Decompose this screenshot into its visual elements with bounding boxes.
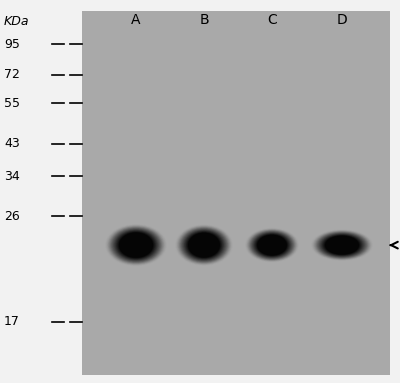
Ellipse shape	[245, 228, 299, 262]
Ellipse shape	[258, 237, 286, 253]
Ellipse shape	[179, 227, 229, 263]
Ellipse shape	[311, 229, 373, 261]
Ellipse shape	[175, 224, 233, 266]
Ellipse shape	[319, 233, 365, 257]
Ellipse shape	[320, 233, 364, 257]
Ellipse shape	[186, 231, 222, 259]
Ellipse shape	[118, 232, 154, 259]
Ellipse shape	[246, 228, 298, 262]
Text: 34: 34	[4, 170, 20, 183]
Ellipse shape	[312, 230, 372, 260]
FancyBboxPatch shape	[390, 0, 400, 383]
Ellipse shape	[248, 230, 296, 260]
Ellipse shape	[247, 229, 297, 261]
Ellipse shape	[182, 229, 226, 261]
Ellipse shape	[117, 231, 155, 259]
Ellipse shape	[112, 229, 160, 262]
Ellipse shape	[248, 229, 296, 261]
Ellipse shape	[322, 234, 362, 256]
Ellipse shape	[116, 231, 156, 260]
Ellipse shape	[316, 232, 368, 259]
Ellipse shape	[109, 226, 163, 264]
Ellipse shape	[181, 228, 227, 262]
Ellipse shape	[112, 228, 160, 262]
Ellipse shape	[110, 227, 162, 264]
Ellipse shape	[254, 233, 290, 257]
Ellipse shape	[182, 229, 226, 262]
Text: 17: 17	[4, 315, 20, 328]
Text: 43: 43	[4, 137, 20, 150]
Ellipse shape	[323, 235, 361, 255]
FancyBboxPatch shape	[0, 0, 82, 383]
Ellipse shape	[318, 233, 366, 257]
Ellipse shape	[187, 232, 221, 259]
Text: 95: 95	[4, 38, 20, 51]
Ellipse shape	[256, 234, 288, 256]
Ellipse shape	[114, 229, 158, 261]
Ellipse shape	[250, 231, 294, 260]
Ellipse shape	[176, 225, 232, 265]
Ellipse shape	[320, 234, 364, 257]
Ellipse shape	[111, 228, 161, 263]
Ellipse shape	[246, 229, 298, 262]
Ellipse shape	[190, 236, 218, 254]
Ellipse shape	[119, 232, 153, 258]
Ellipse shape	[106, 224, 166, 266]
Text: A: A	[131, 13, 141, 27]
Ellipse shape	[257, 235, 287, 255]
Ellipse shape	[115, 230, 157, 260]
Ellipse shape	[107, 225, 165, 265]
Ellipse shape	[176, 225, 232, 265]
Text: 55: 55	[4, 97, 20, 110]
Ellipse shape	[253, 232, 291, 258]
Ellipse shape	[314, 231, 370, 260]
Ellipse shape	[187, 232, 221, 258]
Ellipse shape	[325, 236, 359, 255]
Text: 26: 26	[4, 210, 20, 223]
Ellipse shape	[120, 236, 152, 255]
Ellipse shape	[178, 226, 230, 264]
Ellipse shape	[250, 231, 294, 259]
Text: D: D	[337, 13, 347, 27]
Ellipse shape	[184, 230, 224, 260]
Ellipse shape	[249, 230, 295, 260]
Ellipse shape	[256, 234, 288, 256]
Ellipse shape	[185, 231, 223, 259]
Ellipse shape	[312, 230, 372, 260]
Text: C: C	[267, 13, 277, 27]
Ellipse shape	[324, 235, 360, 255]
Ellipse shape	[252, 232, 292, 259]
Ellipse shape	[180, 228, 228, 262]
Ellipse shape	[253, 232, 291, 258]
Text: B: B	[199, 13, 209, 27]
Ellipse shape	[185, 231, 223, 260]
Ellipse shape	[106, 225, 166, 265]
Ellipse shape	[316, 231, 368, 259]
Ellipse shape	[251, 231, 293, 259]
Ellipse shape	[318, 232, 366, 258]
Ellipse shape	[313, 231, 371, 260]
Ellipse shape	[110, 227, 162, 263]
Ellipse shape	[315, 231, 369, 259]
Ellipse shape	[108, 226, 164, 264]
Ellipse shape	[254, 233, 290, 257]
Ellipse shape	[113, 229, 159, 261]
Ellipse shape	[326, 238, 358, 252]
Ellipse shape	[178, 227, 230, 264]
Ellipse shape	[177, 226, 231, 265]
Ellipse shape	[255, 234, 289, 257]
Ellipse shape	[324, 236, 360, 255]
Ellipse shape	[251, 231, 293, 259]
Ellipse shape	[317, 232, 367, 258]
FancyBboxPatch shape	[82, 11, 390, 375]
Ellipse shape	[118, 232, 154, 258]
Ellipse shape	[188, 233, 220, 257]
Ellipse shape	[180, 228, 228, 263]
Ellipse shape	[105, 224, 167, 266]
Text: KDa: KDa	[4, 15, 30, 28]
Ellipse shape	[114, 230, 158, 260]
Text: 72: 72	[4, 68, 20, 81]
Ellipse shape	[183, 230, 225, 260]
Ellipse shape	[321, 234, 363, 256]
